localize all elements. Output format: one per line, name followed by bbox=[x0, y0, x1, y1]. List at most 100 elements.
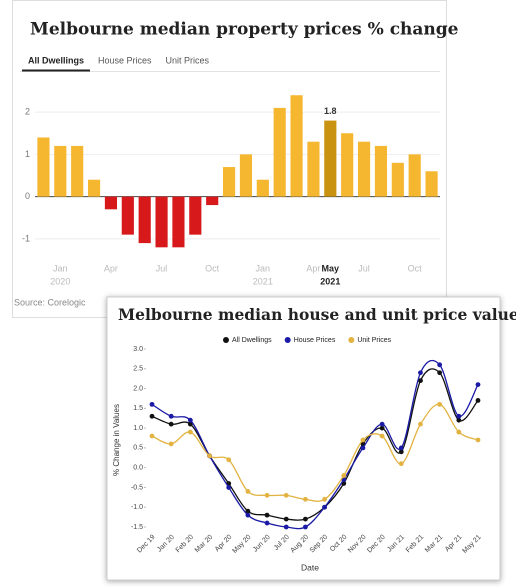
point bbox=[437, 401, 443, 407]
point bbox=[168, 421, 174, 427]
point bbox=[303, 516, 308, 522]
bar bbox=[189, 196, 202, 235]
bar bbox=[357, 141, 371, 197]
card bbox=[106, 296, 501, 581]
point bbox=[149, 401, 155, 407]
point bbox=[475, 382, 481, 387]
bar bbox=[408, 154, 421, 197]
point bbox=[264, 492, 270, 498]
x-tick-label: May bbox=[322, 263, 340, 273]
point bbox=[264, 512, 270, 518]
point bbox=[418, 370, 423, 376]
bar bbox=[290, 95, 303, 197]
y-tick-label: 3.0 bbox=[133, 346, 143, 353]
point bbox=[437, 370, 443, 376]
y-tick-label: 0 bbox=[25, 191, 30, 201]
legend-marker bbox=[348, 337, 355, 343]
bar bbox=[71, 145, 84, 197]
bar bbox=[374, 145, 388, 197]
tab[interactable]: All Dwellings bbox=[28, 55, 84, 65]
point bbox=[341, 473, 347, 478]
point bbox=[149, 433, 155, 439]
bar bbox=[54, 145, 67, 197]
point bbox=[322, 504, 327, 510]
tab[interactable]: Unit Prices bbox=[166, 55, 210, 65]
tab[interactable]: House Prices bbox=[98, 55, 152, 65]
bar bbox=[256, 179, 269, 197]
bar bbox=[239, 154, 253, 197]
point bbox=[168, 441, 174, 447]
point bbox=[168, 413, 174, 419]
chart-title: Melbourne median property prices % chang… bbox=[30, 20, 459, 40]
point bbox=[283, 516, 289, 522]
point bbox=[322, 496, 327, 502]
point bbox=[456, 413, 462, 419]
point bbox=[187, 417, 193, 423]
y-tick-label: -1 bbox=[22, 233, 30, 243]
x-tick-label: Oct bbox=[408, 263, 423, 273]
source: Source: Corelogic bbox=[14, 297, 86, 307]
point bbox=[379, 425, 385, 431]
y-tick-label: 1.5 bbox=[133, 405, 143, 412]
point bbox=[303, 496, 308, 502]
bar bbox=[222, 167, 236, 197]
x-tick-label: Apr bbox=[104, 263, 118, 273]
point bbox=[187, 421, 193, 427]
point bbox=[418, 421, 423, 427]
point bbox=[379, 433, 385, 439]
legend-label: Unit Prices bbox=[357, 337, 391, 344]
x-tick-label: 2020 bbox=[50, 276, 70, 286]
point bbox=[398, 449, 404, 455]
point bbox=[226, 457, 232, 463]
point bbox=[264, 520, 270, 526]
bar bbox=[307, 141, 320, 197]
legend-marker bbox=[223, 337, 229, 343]
x-axis-label: Date bbox=[301, 562, 319, 572]
point bbox=[283, 492, 289, 498]
point bbox=[379, 421, 385, 427]
y-tick-label: -0.5 bbox=[131, 484, 143, 491]
series-line bbox=[151, 359, 479, 530]
chart-title: Melbourne median house and unit price va… bbox=[118, 305, 516, 324]
bar bbox=[138, 196, 151, 244]
point bbox=[398, 461, 404, 467]
point bbox=[283, 524, 289, 530]
y-tick-label: 1 bbox=[25, 149, 30, 159]
legend-marker bbox=[284, 337, 291, 343]
point bbox=[149, 413, 155, 419]
y-tick-label: 1.0 bbox=[133, 425, 143, 432]
y-tick-label: 2.5 bbox=[133, 366, 143, 373]
point bbox=[475, 437, 481, 443]
y-tick-label: 2 bbox=[25, 107, 30, 117]
x-tick-label: Jul bbox=[358, 263, 370, 273]
x-tick-label: Oct bbox=[205, 263, 220, 273]
y-tick-label: -1.5 bbox=[131, 524, 143, 531]
y-tick-label: 0.0 bbox=[133, 465, 143, 472]
x-tick-label: Jul bbox=[156, 263, 168, 273]
bar bbox=[155, 196, 168, 248]
point bbox=[187, 429, 193, 435]
x-tick-label: Jan bbox=[53, 263, 68, 273]
y-tick-label: -1.0 bbox=[131, 504, 143, 511]
x-tick-label: 2021 bbox=[253, 276, 273, 286]
data-label: 1.8 bbox=[324, 106, 337, 116]
point bbox=[456, 429, 462, 435]
bar bbox=[121, 196, 134, 235]
bar bbox=[341, 133, 354, 197]
bar bbox=[37, 137, 50, 197]
point bbox=[360, 437, 366, 443]
point bbox=[303, 524, 308, 530]
bar bbox=[206, 196, 219, 206]
point bbox=[226, 485, 232, 490]
bar bbox=[425, 171, 438, 197]
y-axis-label: % Change in Values bbox=[112, 404, 121, 476]
legend-label: House Prices bbox=[294, 337, 336, 344]
point bbox=[398, 445, 404, 451]
point bbox=[475, 398, 481, 403]
point bbox=[456, 417, 462, 423]
point bbox=[360, 445, 366, 451]
x-tick-label: 2021 bbox=[320, 276, 340, 286]
point bbox=[245, 512, 251, 518]
point bbox=[437, 362, 443, 368]
point bbox=[245, 508, 251, 514]
